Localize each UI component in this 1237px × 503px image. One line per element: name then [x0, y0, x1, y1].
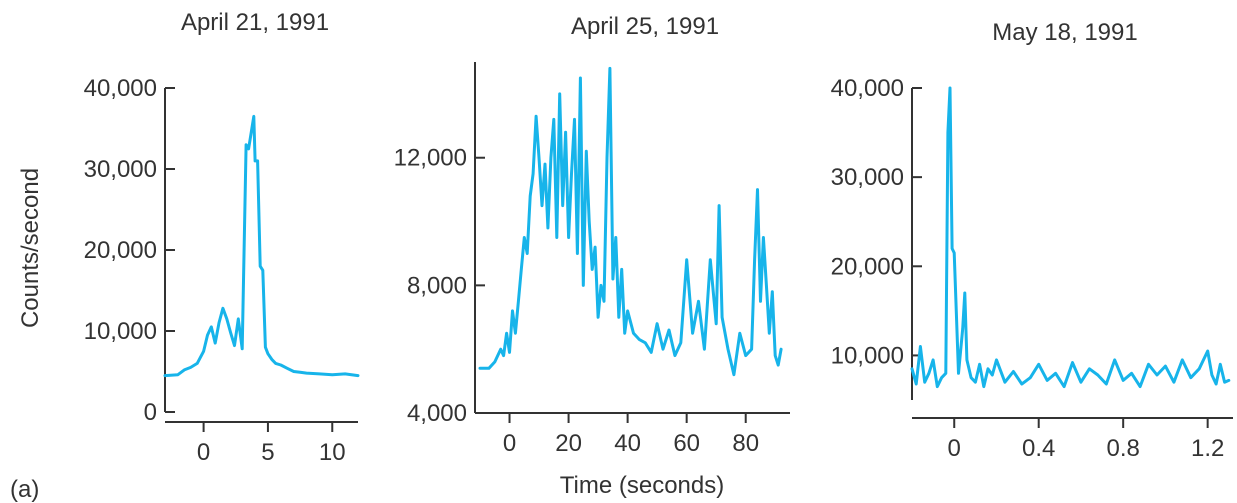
y-tick-label: 8,000 — [407, 272, 467, 299]
x-tick-label: 60 — [673, 430, 700, 457]
y-tick-label: 40,000 — [84, 75, 157, 102]
y-tick-label: 30,000 — [84, 156, 157, 183]
x-tick-label: 0 — [503, 430, 516, 457]
x-tick-label: 0.4 — [1022, 435, 1055, 462]
y-tick-label: 4,000 — [407, 400, 467, 427]
y-tick-label: 40,000 — [831, 75, 904, 102]
x-tick-label: 0.8 — [1106, 435, 1139, 462]
panel-1-title: April 21, 1991 — [181, 9, 329, 36]
plots: 0 10,000 20,000 30,000 40,000 0 5 10 4,000 8,000 1… — [84, 62, 1233, 466]
y-tick-label: 0 — [144, 399, 157, 426]
x-tick-label: 0 — [948, 435, 961, 462]
series-line — [163, 114, 360, 378]
chart-panel-2: 4,000 8,000 12,000 0 20 40 60 80 — [394, 62, 790, 457]
y-tick-label: 10,000 — [84, 318, 157, 345]
x-tick-label: 20 — [555, 430, 582, 457]
x-tick-label: 0 — [197, 439, 210, 466]
x-tick-label: 40 — [614, 430, 641, 457]
series-line — [478, 66, 783, 377]
chart-panel-1: 0 10,000 20,000 30,000 40,000 0 5 10 — [84, 75, 360, 466]
panel-3-title: May 18, 1991 — [992, 19, 1137, 46]
y-tick-label: 20,000 — [84, 237, 157, 264]
x-tick-label: 5 — [261, 439, 274, 466]
y-axis-label: Counts/second — [17, 168, 44, 328]
x-axis-label: Time (seconds) — [560, 472, 724, 499]
x-tick-label: 80 — [732, 430, 759, 457]
series-line — [910, 86, 1231, 389]
x-tick-label: 1.2 — [1191, 435, 1224, 462]
panel-2-title: April 25, 1991 — [571, 13, 719, 40]
y-tick-label: 30,000 — [831, 164, 904, 191]
chart-panel-3: 10,000 20,000 30,000 40,000 0 0.4 0.8 1.2 — [831, 75, 1233, 462]
x-tick-label: 10 — [319, 439, 346, 466]
panel-label: (a) — [10, 476, 39, 503]
y-tick-label: 20,000 — [831, 253, 904, 280]
y-tick-label: 12,000 — [394, 145, 467, 172]
y-tick-label: 10,000 — [831, 342, 904, 369]
